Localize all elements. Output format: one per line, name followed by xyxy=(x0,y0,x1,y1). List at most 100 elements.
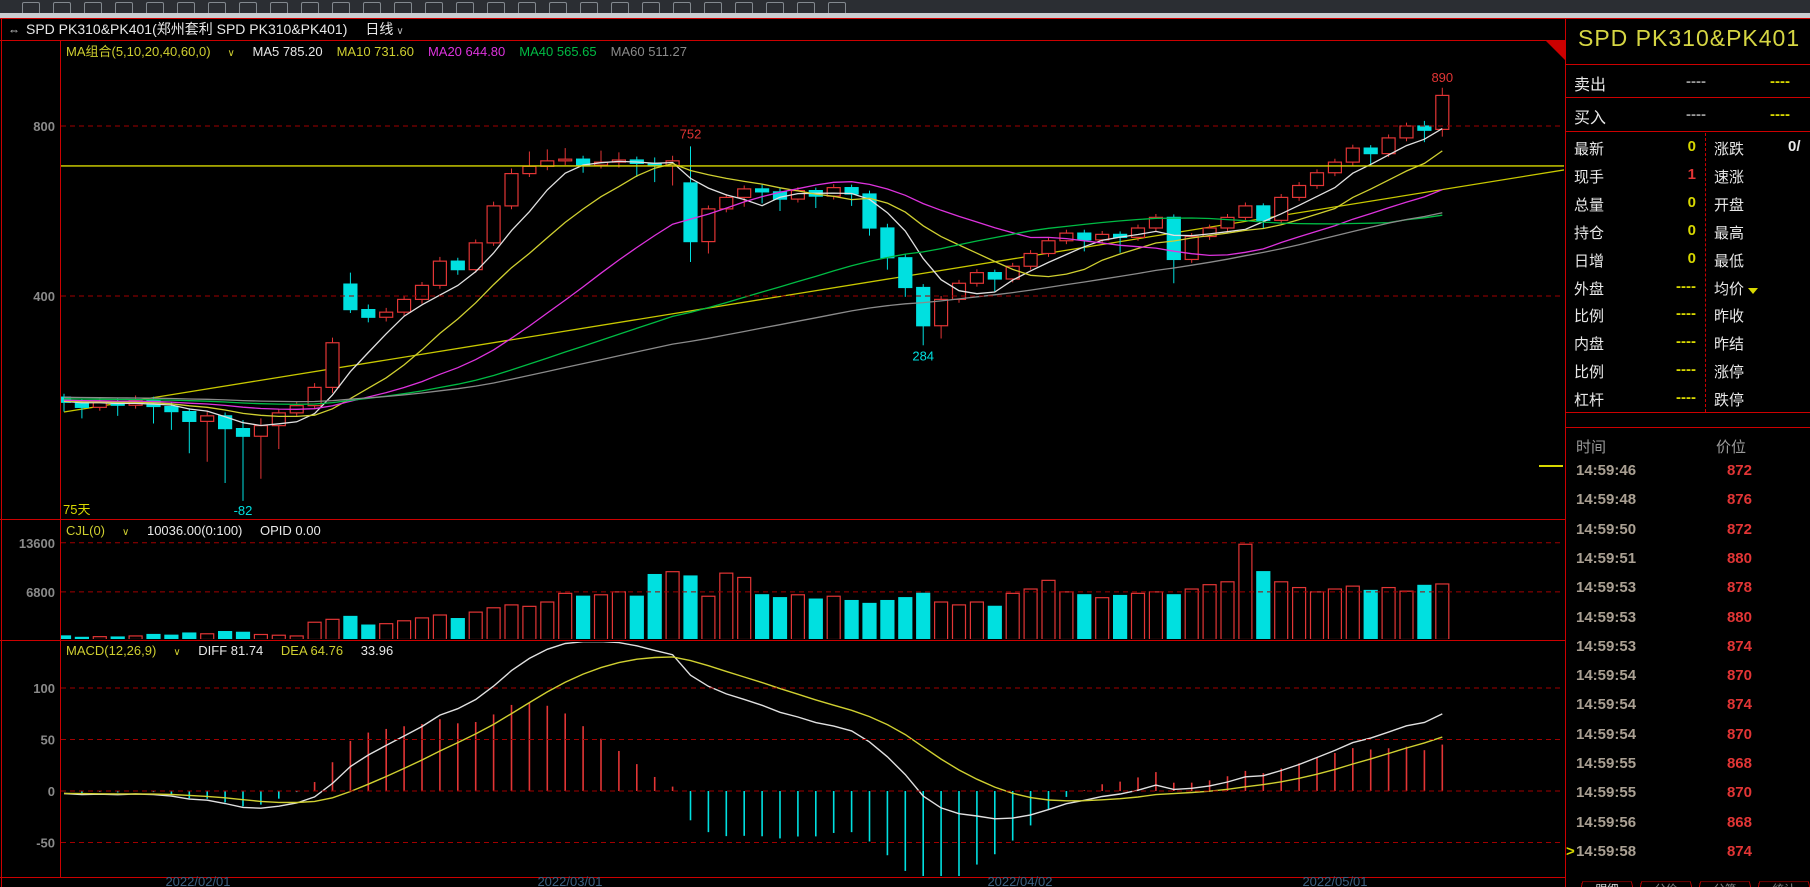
ma-value: MA5 785.20 xyxy=(252,44,323,59)
volume-legend: CJL(0) ∨ 10036.00(0:100) OPID 0.00 xyxy=(66,523,335,539)
chevron-down-icon[interactable]: ∨ xyxy=(396,26,404,37)
svg-text:800: 800 xyxy=(33,119,55,134)
quote-label: 速涨 xyxy=(1714,168,1745,186)
quote-value: ---- xyxy=(1676,361,1696,379)
quote-label: 涨跌 xyxy=(1714,141,1745,158)
divider xyxy=(1705,133,1706,412)
tab-label: 统计 xyxy=(1755,881,1810,887)
ma-value: MA60 511.27 xyxy=(610,44,687,59)
quote-label: 杠杆 xyxy=(1574,392,1605,410)
quote-label: 涨停 xyxy=(1714,364,1745,382)
tick-row[interactable]: 14:59:53 878 xyxy=(1566,575,1810,604)
quote-label: 最低 xyxy=(1714,252,1745,270)
macd-indicator-name[interactable]: MACD(12,26,9) xyxy=(66,643,157,658)
tick-price: 870 xyxy=(1726,667,1752,685)
tick-price: 874 xyxy=(1726,637,1752,655)
svg-text:0: 0 xyxy=(48,784,55,799)
sell-label: 卖出 xyxy=(1574,77,1607,94)
tab-分笔[interactable]: 分笔 xyxy=(1696,878,1752,887)
chart-title-bar: ⇔ SPD PK310&PK401(郑州套利 SPD PK310&PK401) 日线… xyxy=(2,19,1565,40)
svg-text:13600: 13600 xyxy=(19,536,55,551)
quote-row: 总量 0 开盘 xyxy=(1566,189,1810,217)
tick-row[interactable]: 14:59:56 868 xyxy=(1566,810,1810,839)
ma-legend: MA组合(5,10,20,40,60,0) ∨ MA5 785.20 MA10 73… xyxy=(66,44,715,60)
tick-price: 870 xyxy=(1726,784,1752,802)
quote-label: 昨结 xyxy=(1714,336,1745,354)
tick-time: 14:59:54 xyxy=(1576,725,1637,743)
tab-统计[interactable]: 统计 xyxy=(1755,878,1810,887)
tab-分价[interactable]: 分价 xyxy=(1637,878,1693,887)
chevron-down-icon[interactable]: ∨ xyxy=(227,48,235,59)
quote-label: 昨收 xyxy=(1714,308,1745,326)
quote-label: 最新 xyxy=(1574,141,1605,158)
sell-row[interactable]: 卖出 ---- ---- xyxy=(1566,65,1810,97)
quote-row: 内盘 ---- 昨结 xyxy=(1566,328,1810,356)
tick-row[interactable]: 14:59:53 880 xyxy=(1566,605,1810,634)
macd-bar-value: 33.96 xyxy=(360,643,394,658)
buy-label: 买入 xyxy=(1574,110,1607,127)
tick-row[interactable]: 14:59:46 872 xyxy=(1566,458,1810,487)
quote-label[interactable]: 均价 xyxy=(1714,278,1759,299)
tick-price: 880 xyxy=(1726,608,1752,626)
divider xyxy=(1566,131,1810,132)
ma-values: MA5 785.20 MA10 731.60 MA20 644.80 MA40 565… xyxy=(252,44,701,59)
macd-legend: MACD(12,26,9) ∨ DIFF 81.74 DEA 64.76 33.9… xyxy=(66,643,407,659)
tick-time: 14:59:54 xyxy=(1576,696,1637,714)
tick-price: 874 xyxy=(1726,842,1752,860)
triangle-down-icon[interactable] xyxy=(1748,287,1759,294)
buy-row[interactable]: 买入 ---- ---- xyxy=(1566,98,1810,130)
cjl-indicator-name[interactable]: CJL(0) xyxy=(66,523,106,538)
tick-row[interactable]: >14:59:58 874 xyxy=(1566,839,1810,868)
tick-row[interactable]: 14:59:54 870 xyxy=(1566,722,1810,751)
ma-indicator-name[interactable]: MA组合(5,10,20,40,60,0) xyxy=(66,44,211,59)
quote-value: 0 xyxy=(1687,221,1696,239)
quote-label: 比例 xyxy=(1574,308,1605,326)
cjl-value: 10036.00(0:100) xyxy=(146,523,243,538)
tick-row[interactable]: 14:59:48 876 xyxy=(1566,487,1810,516)
tick-row[interactable]: 14:59:53 874 xyxy=(1566,634,1810,663)
divider xyxy=(1566,412,1810,413)
quote-label: 跌停 xyxy=(1714,392,1745,410)
svg-text:400: 400 xyxy=(33,289,55,304)
tick-price: 872 xyxy=(1726,462,1752,479)
tick-row[interactable]: 14:59:55 870 xyxy=(1566,780,1810,809)
tick-time: 14:59:50 xyxy=(1576,520,1637,538)
period-selector[interactable]: 日线 xyxy=(365,21,394,37)
quote-value: ---- xyxy=(1676,333,1696,351)
quote-row: 比例 ---- 昨收 xyxy=(1566,300,1810,328)
quote-row: 杠杆 ---- 跌停 xyxy=(1566,384,1810,412)
chevron-down-icon[interactable]: ∨ xyxy=(173,647,181,658)
quote-value: 0/ xyxy=(1788,138,1801,155)
quote-label: 内盘 xyxy=(1574,336,1605,354)
tab-label: 分笔 xyxy=(1696,881,1752,887)
tick-price: 868 xyxy=(1726,755,1752,772)
chart-title: SPD PK310&PK401(郑州套利 SPD PK310&PK401) xyxy=(26,21,348,37)
tick-time: 14:59:53 xyxy=(1576,579,1637,597)
tick-row[interactable]: 14:59:54 874 xyxy=(1566,692,1810,721)
svg-text:2022/04/02: 2022/04/02 xyxy=(987,874,1052,887)
tick-time: 14:59:55 xyxy=(1576,755,1637,772)
tick-list-header: 时间 价位 xyxy=(1566,432,1810,458)
quote-grid: 最新 0 涨跌 0/现手 1 速涨 总量 0 开盘 持仓 0 最高 日增 0 最低 外盘 ---- 均价 比例 ---… xyxy=(1566,133,1810,413)
tick-row[interactable]: 14:59:51 880 xyxy=(1566,546,1810,575)
quote-label: 持仓 xyxy=(1574,224,1605,242)
quote-label: 总量 xyxy=(1574,196,1605,214)
tick-row[interactable]: 14:59:54 870 xyxy=(1566,663,1810,692)
quote-value: ---- xyxy=(1676,389,1696,407)
tick-time: 14:59:53 xyxy=(1576,608,1637,626)
quote-row: 比例 ---- 涨停 xyxy=(1566,356,1810,384)
tab-明细[interactable]: 明细 xyxy=(1578,878,1634,887)
ma-value: MA10 731.60 xyxy=(336,44,414,59)
tick-row[interactable]: 14:59:50 872 xyxy=(1566,517,1810,546)
svg-text:75天: 75天 xyxy=(63,502,90,517)
quote-value: 0 xyxy=(1687,193,1696,211)
divider xyxy=(1566,97,1810,98)
tick-time: 14:59:53 xyxy=(1576,637,1637,655)
tick-list[interactable]: 14:59:46 872 14:59:48 876 14:59:50 872 14:59:5… xyxy=(1566,458,1810,870)
tick-time: 14:59:46 xyxy=(1576,462,1637,479)
macd-dea-value: DEA 64.76 xyxy=(280,643,344,658)
chevron-down-icon[interactable]: ∨ xyxy=(122,527,130,538)
tick-time: 14:59:56 xyxy=(1576,813,1637,831)
tick-row[interactable]: 14:59:55 868 xyxy=(1566,751,1810,780)
